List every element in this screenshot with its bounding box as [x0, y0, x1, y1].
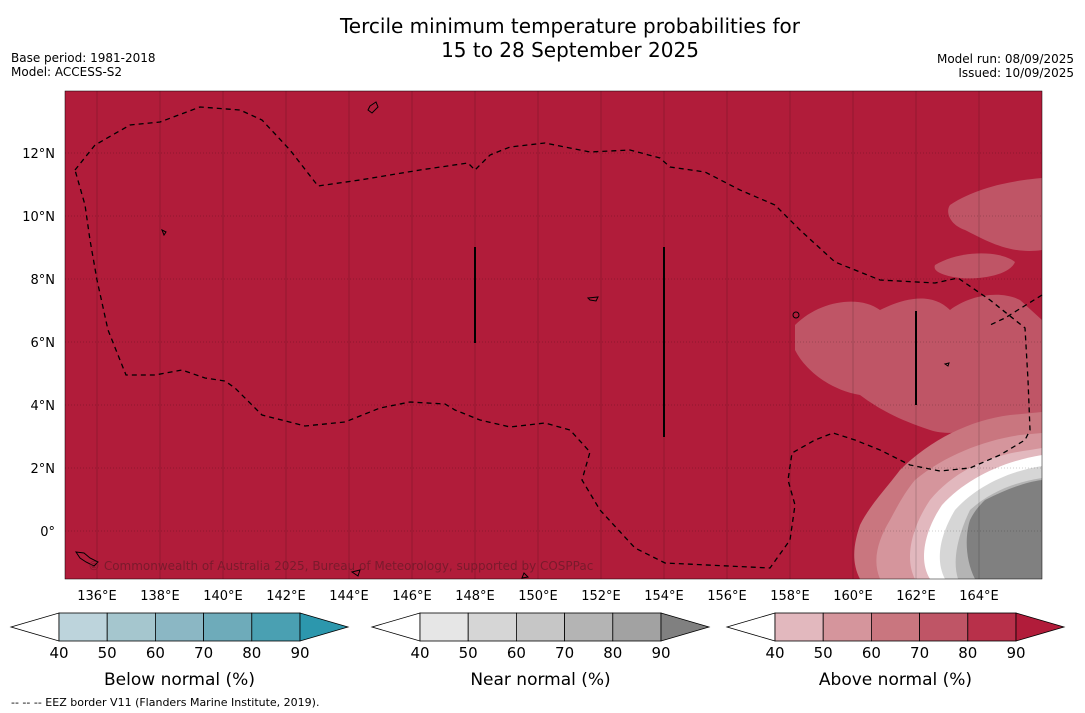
lat-tick-label: 10°N — [22, 210, 55, 225]
lat-tick-label: 0° — [40, 525, 55, 540]
eez-border — [989, 294, 1043, 326]
base-period: Base period: 1981-2018 — [11, 51, 156, 65]
title-line-2: 15 to 28 September 2025 — [441, 38, 699, 62]
legend-colorbar: 40 50 60 70 80 90 Near normal (%) — [370, 612, 711, 690]
colorbar-tick-label: 80 — [958, 644, 977, 662]
colorbar-tick-label: 70 — [910, 644, 929, 662]
map-title: Tercile minimum temperature probabilitie… — [0, 14, 1085, 62]
colorbar-low-extension — [725, 612, 776, 642]
legend-colorbar: 40 50 60 70 80 90 Below normal (%) — [9, 612, 350, 690]
colorbar-low-extension — [9, 612, 60, 642]
colorbar-segment — [106, 612, 156, 642]
issued-date: Issued: 10/09/2025 — [958, 66, 1074, 80]
lat-tick-label: 2°N — [31, 462, 56, 477]
above-normal-70-patch — [795, 294, 1042, 433]
colorbar-tick-label: 40 — [410, 644, 429, 662]
colorbar-tick-label: 60 — [507, 644, 526, 662]
lon-tick-label: 140°E — [203, 589, 243, 604]
colorbar-tick-label: 50 — [814, 644, 833, 662]
above-normal-70-patch — [934, 253, 1015, 279]
colorbar-tick-label: 80 — [242, 644, 261, 662]
colorbar-tick-label: 40 — [765, 644, 784, 662]
colorbar-title: Below normal (%) — [104, 670, 255, 690]
lat-tick-label: 12°N — [22, 147, 55, 162]
model-run: Model run: 08/09/2025 — [936, 52, 1074, 66]
colorbar-tick-label: 80 — [603, 644, 622, 662]
lon-tick-label: 136°E — [77, 589, 117, 604]
colorbar-legends: 40 50 60 70 80 90 Below normal (%) 40 50 60 70 80 90… — [9, 612, 1066, 690]
lat-tick-label: 6°N — [31, 336, 56, 351]
lon-tick-label: 146°E — [392, 589, 432, 604]
lon-tick-label: 152°E — [581, 589, 621, 604]
lat-tick-label: 8°N — [31, 273, 56, 288]
latitude-labels: 12°N 10°N 8°N 6°N 4°N 2°N 0° — [22, 147, 55, 540]
colorbar-tick-label: 50 — [459, 644, 478, 662]
colorbar-segment — [564, 612, 614, 642]
lon-tick-label: 164°E — [959, 589, 999, 604]
colorbar-tick-label: 90 — [651, 644, 670, 662]
legend-colorbar: 40 50 60 70 80 90 Above normal (%) — [725, 612, 1066, 690]
coastlines — [74, 101, 950, 579]
lon-tick-label: 142°E — [266, 589, 306, 604]
colorbar-tick-label: 70 — [194, 644, 213, 662]
gridlines — [65, 91, 1042, 579]
meta-left: Base period: 1981-2018 Model: ACCESS-S2 — [11, 51, 156, 79]
above-normal-70-patch — [948, 178, 1042, 251]
title-line-1: Tercile minimum temperature probabilitie… — [339, 14, 801, 38]
lon-tick-label: 160°E — [833, 589, 873, 604]
lon-tick-label: 138°E — [140, 589, 180, 604]
colorbar-tick-label: 90 — [1006, 644, 1025, 662]
eez-footnote: -- -- -- EEZ border V11 (Flanders Marine… — [11, 696, 320, 709]
map-frame — [64, 90, 1043, 580]
longitude-labels: 136°E 138°E 140°E 142°E 144°E 146°E 148°E 150°E… — [77, 589, 999, 604]
island-chains — [474, 247, 917, 437]
colorbar-tick-label: 60 — [146, 644, 165, 662]
near-normal-90-region — [966, 480, 1042, 579]
copyright-text: © Commonwealth of Australia 2025, Bureau… — [88, 559, 593, 573]
colorbar-segment — [967, 612, 1017, 642]
lat-tick-label: 4°N — [31, 399, 56, 414]
colorbar-tick-label: 50 — [98, 644, 117, 662]
eez-border — [74, 106, 1031, 569]
colorbar-segment — [251, 612, 301, 642]
colorbar-low-extension — [370, 612, 421, 642]
lon-tick-label: 148°E — [455, 589, 495, 604]
colorbar-high-extension — [1015, 612, 1066, 642]
colorbar-segment — [612, 612, 662, 642]
model-name: Model: ACCESS-S2 — [11, 65, 123, 79]
colorbar-segment — [822, 612, 872, 642]
colorbar-segment — [467, 612, 517, 642]
meta-right: Model run: 08/09/2025 Issued: 10/09/2025 — [937, 52, 1074, 80]
colorbar-segment — [154, 612, 204, 642]
colorbar-title: Near normal (%) — [470, 670, 610, 690]
colorbar-segment — [871, 612, 921, 642]
colorbar-segment — [419, 612, 469, 642]
colorbar-title: Above normal (%) — [819, 670, 972, 690]
colorbar-segment — [774, 612, 824, 642]
lon-tick-label: 144°E — [329, 589, 369, 604]
colorbar-segment — [516, 612, 566, 642]
colorbar-tick-label: 60 — [862, 644, 881, 662]
colorbar-tick-label: 90 — [290, 644, 309, 662]
colorbar-segment — [919, 612, 969, 642]
colorbar-high-extension — [299, 612, 350, 642]
colorbar-tick-label: 70 — [555, 644, 574, 662]
lon-tick-label: 154°E — [644, 589, 684, 604]
lon-tick-label: 158°E — [770, 589, 810, 604]
map-area: © Commonwealth of Australia 2025, Bureau… — [64, 90, 1043, 580]
colorbar-segment — [58, 612, 108, 642]
colorbar-tick-label: 40 — [49, 644, 68, 662]
lon-tick-label: 162°E — [896, 589, 936, 604]
lon-tick-label: 156°E — [707, 589, 747, 604]
colorbar-segment — [203, 612, 253, 642]
colorbar-high-extension — [660, 612, 711, 642]
lon-tick-label: 150°E — [518, 589, 558, 604]
